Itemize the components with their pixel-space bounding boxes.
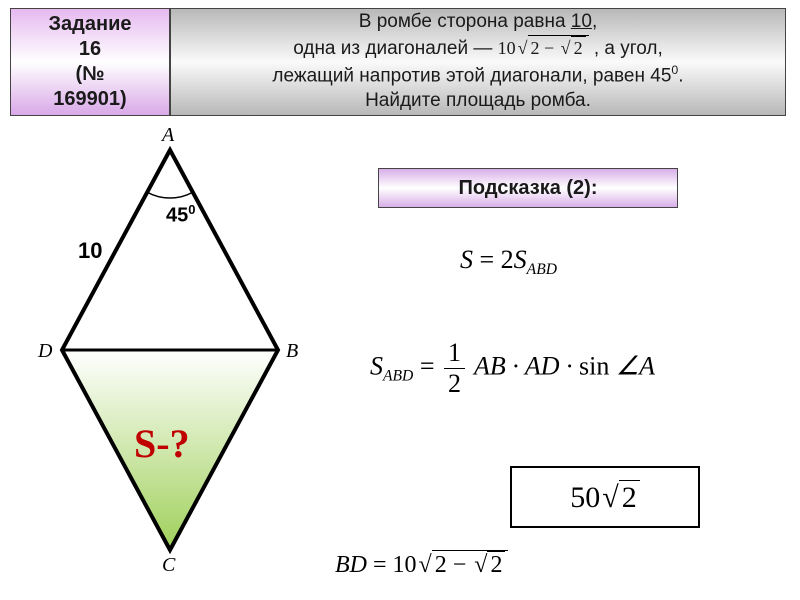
f1-eq: = 2 — [473, 245, 514, 274]
task-line4: 169901) — [53, 88, 126, 110]
f3-inner-a: 2 − — [435, 552, 473, 578]
angle-arc — [147, 192, 193, 198]
rhombus-figure — [20, 130, 320, 590]
vertex-d-label: D — [38, 340, 52, 363]
s-question-label: S-? — [134, 420, 190, 467]
problem-l4: Найдите площадь ромба. — [365, 90, 591, 111]
task-text: Задание 16 (№ 169901) — [49, 12, 132, 112]
f2-eq: = — [413, 351, 441, 380]
angle-value: 45 — [166, 205, 188, 227]
vertex-a-label: A — [162, 124, 174, 147]
answer-num: 50 — [570, 481, 600, 514]
problem-text: В ромбе сторона равна 10, одна из диагон… — [272, 10, 683, 113]
f2-sub: ABD — [383, 368, 413, 385]
problem-box: В ромбе сторона равна 10, одна из диагон… — [170, 8, 786, 116]
f2-lhs: S — [370, 351, 383, 380]
vertex-b-label: B — [286, 340, 298, 363]
problem-l2a: одна из диагоналей — — [293, 38, 497, 59]
angle-label: 450 — [166, 202, 195, 228]
problem-diag-expr: 102 − 2 — [498, 38, 589, 58]
problem-l1b: 10 — [571, 11, 592, 32]
side-label: 10 — [78, 238, 102, 264]
problem-l2b: , а угол, — [589, 38, 663, 59]
f1-sub: ABD — [527, 261, 557, 278]
f2-num: 1 — [444, 340, 465, 369]
formula-s-2sabd: S = 2SABD — [460, 245, 557, 279]
problem-l3: лежащий напротив этой диагонали, равен 4… — [272, 65, 671, 86]
hint-label: Подсказка (2): — [459, 177, 598, 200]
task-line3: (№ — [76, 63, 105, 85]
task-box: Задание 16 (№ 169901) — [10, 8, 170, 116]
vertex-c-label: C — [162, 554, 175, 577]
f2-den: 2 — [444, 369, 465, 397]
formula-sabd: SABD = 12 AB · AD · sin ∠A — [370, 340, 655, 397]
answer-sqrt: 2 — [619, 480, 640, 515]
task-line1: Задание — [49, 13, 132, 35]
task-line2: 16 — [79, 38, 101, 60]
hint-box: Подсказка (2): — [378, 168, 678, 208]
angle-sup: 0 — [188, 202, 195, 217]
f1-rhs: S — [514, 245, 527, 274]
problem-l1a: В ромбе сторона равна — [359, 11, 571, 32]
formula-bd: BD = 102 − 2 — [335, 550, 508, 579]
f1-lhs: S — [460, 245, 473, 274]
answer-value: 50 2 — [570, 480, 639, 515]
problem-l3-end: . — [678, 65, 683, 86]
f3-inner-sqrt: 2 — [487, 551, 505, 579]
f2-rest: AB · AD · sin ∠A — [468, 351, 655, 380]
answer-box: 50 2 — [510, 466, 700, 528]
